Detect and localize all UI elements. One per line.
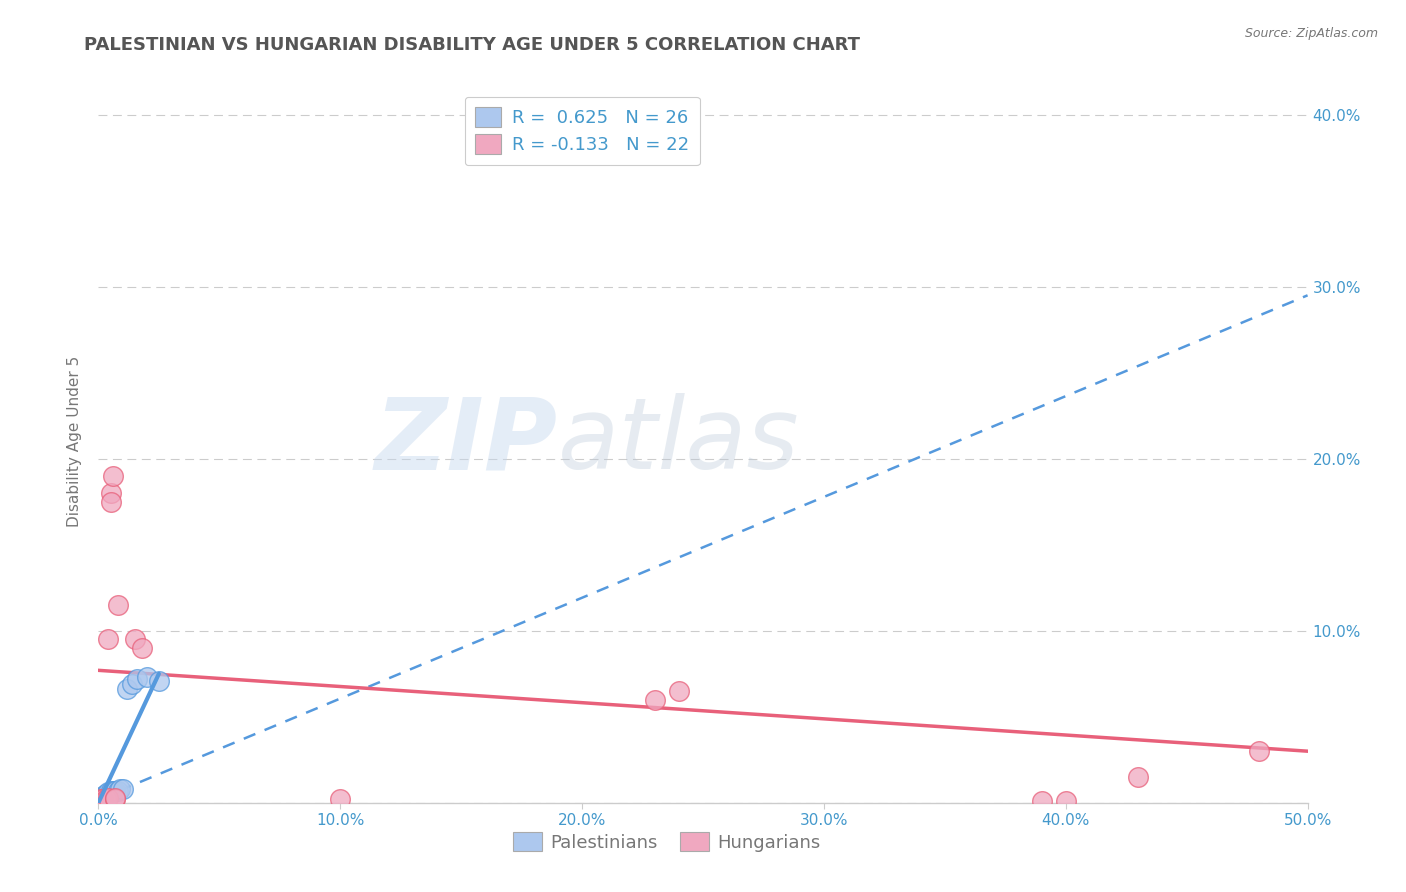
- Point: [1054, 794, 1077, 808]
- Point: [1031, 794, 1053, 808]
- Point: [97, 632, 120, 647]
- Point: [97, 787, 120, 801]
- Point: [111, 782, 134, 797]
- Point: [94, 787, 117, 801]
- Point: [90, 792, 112, 806]
- Legend: Palestinians, Hungarians: Palestinians, Hungarians: [505, 824, 828, 859]
- Point: [100, 486, 122, 500]
- Point: [1128, 770, 1150, 784]
- Point: [100, 494, 122, 508]
- Point: [91, 790, 114, 805]
- Y-axis label: Disability Age Under 5: Disability Age Under 5: [67, 356, 83, 527]
- Text: PALESTINIAN VS HUNGARIAN DISABILITY AGE UNDER 5 CORRELATION CHART: PALESTINIAN VS HUNGARIAN DISABILITY AGE …: [84, 36, 860, 54]
- Point: [91, 792, 114, 806]
- Point: [100, 784, 122, 798]
- Point: [148, 673, 170, 688]
- Point: [108, 782, 131, 797]
- Point: [135, 670, 157, 684]
- Point: [87, 794, 110, 808]
- Text: ZIP: ZIP: [375, 393, 558, 490]
- Point: [94, 792, 117, 806]
- Point: [90, 794, 112, 808]
- Text: atlas: atlas: [558, 393, 800, 490]
- Point: [107, 598, 129, 612]
- Point: [90, 794, 112, 808]
- Point: [91, 792, 114, 806]
- Point: [104, 790, 127, 805]
- Point: [127, 672, 149, 686]
- Point: [90, 792, 112, 806]
- Point: [87, 796, 110, 810]
- Point: [94, 789, 117, 803]
- Point: [107, 784, 129, 798]
- Point: [1249, 744, 1271, 758]
- Point: [329, 792, 352, 806]
- Point: [101, 469, 124, 483]
- Point: [117, 682, 139, 697]
- Point: [97, 790, 120, 805]
- Point: [91, 790, 114, 805]
- Point: [121, 677, 143, 691]
- Point: [644, 692, 666, 706]
- Point: [94, 787, 117, 801]
- Point: [91, 789, 114, 803]
- Text: Source: ZipAtlas.com: Source: ZipAtlas.com: [1244, 27, 1378, 40]
- Point: [104, 792, 127, 806]
- Point: [90, 794, 112, 808]
- Point: [100, 785, 122, 799]
- Point: [90, 792, 112, 806]
- Point: [668, 684, 690, 698]
- Point: [104, 784, 127, 798]
- Point: [124, 632, 146, 647]
- Point: [97, 785, 120, 799]
- Point: [101, 784, 124, 798]
- Point: [131, 640, 153, 655]
